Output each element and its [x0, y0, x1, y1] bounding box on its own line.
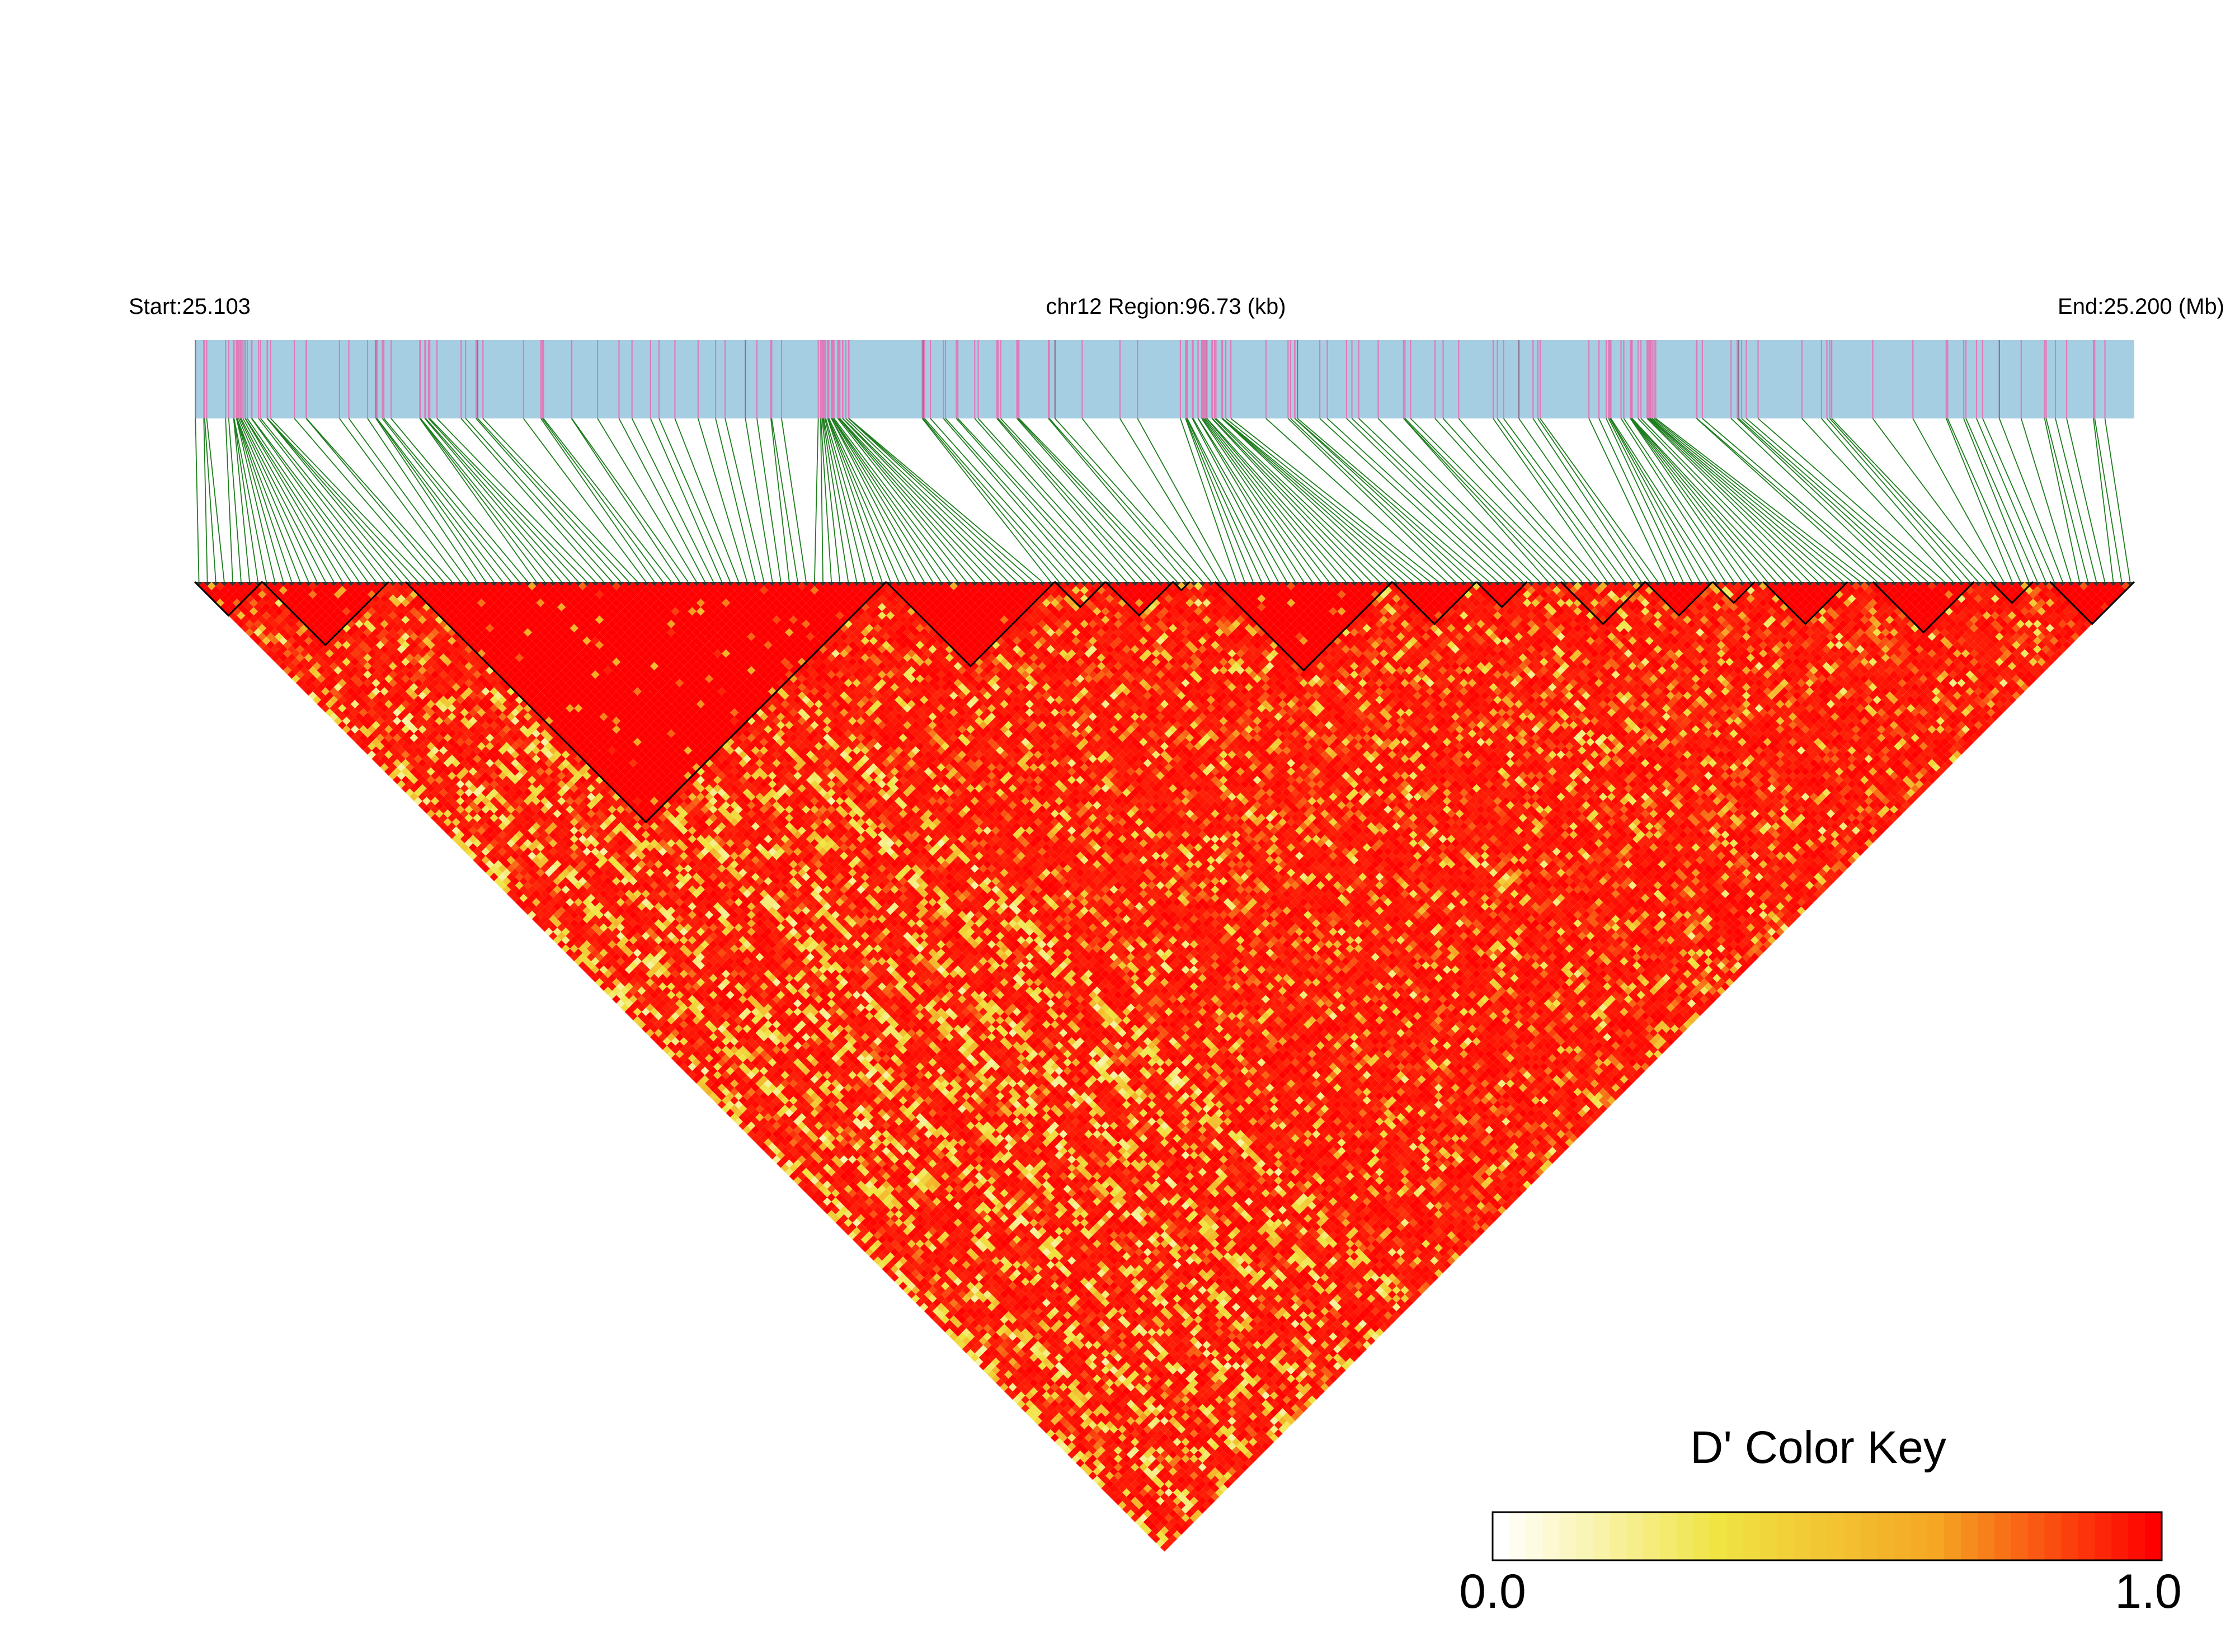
snp-connector — [1435, 418, 1582, 582]
snp-connector — [1758, 418, 1945, 582]
snp-connector — [725, 418, 764, 582]
snp-connector — [659, 418, 730, 582]
start-label: Start:25.103 — [129, 294, 251, 319]
snp-connector — [1404, 418, 1549, 582]
snp-connector — [1832, 418, 1987, 582]
snp-connector — [2021, 418, 2071, 582]
snp-connector — [1650, 418, 1834, 582]
snp-connector — [572, 418, 688, 582]
snp-connector — [1697, 418, 1878, 582]
snp-connector — [258, 418, 384, 582]
snp-connector — [1204, 418, 1329, 582]
snp-connector — [1964, 418, 2029, 582]
snp-connector-lines — [195, 418, 2130, 582]
snp-connector — [997, 418, 1135, 582]
snp-track-background — [195, 340, 2134, 418]
snp-connector — [391, 418, 528, 582]
snp-connector — [956, 418, 1101, 582]
snp-position-track — [195, 340, 2134, 418]
snp-connector — [1611, 418, 1716, 582]
snp-connector — [234, 418, 258, 582]
snp-connector — [832, 418, 933, 582]
snp-connector — [294, 418, 435, 582]
snp-connector — [524, 418, 646, 582]
snp-connector — [597, 418, 697, 582]
snp-connector — [833, 418, 941, 582]
snp-connector — [376, 418, 486, 582]
snp-connector — [1983, 418, 2054, 582]
snp-connector — [757, 418, 781, 582]
snp-connector — [1702, 418, 1894, 582]
snp-connector — [698, 418, 747, 582]
snp-connector — [430, 418, 587, 582]
snp-connector — [1649, 418, 1827, 582]
snp-connector — [225, 418, 233, 582]
snp-connector — [234, 418, 250, 582]
snp-connector — [930, 418, 1076, 582]
snp-connector — [478, 418, 629, 582]
snp-connector — [1999, 418, 2063, 582]
snp-connector — [828, 418, 898, 582]
snp-connector — [195, 418, 199, 582]
snp-connector — [1405, 418, 1565, 582]
snp-connector — [1297, 418, 1489, 582]
snp-connector — [1048, 418, 1185, 582]
snp-connector — [1493, 418, 1607, 582]
snp-connector — [2093, 418, 2113, 582]
snp-connector — [675, 418, 738, 582]
snp-connector — [1019, 418, 1177, 582]
snp-connector — [1538, 418, 1649, 582]
snp-connector — [771, 418, 789, 582]
snp-connector — [1120, 418, 1220, 582]
snp-connector — [2046, 418, 2088, 582]
snp-connector — [1641, 418, 1801, 582]
end-label: End:25.200 (Mb) — [2058, 294, 2224, 319]
snp-connector — [1632, 418, 1776, 582]
snp-connector — [1977, 418, 2046, 582]
snp-connector — [425, 418, 561, 582]
snp-connector — [267, 418, 402, 582]
snp-connector — [840, 418, 991, 582]
snp-connector — [420, 418, 536, 582]
snp-connector — [1222, 418, 1396, 582]
snp-connector — [421, 418, 553, 582]
snp-connector — [619, 418, 705, 582]
snp-connector — [1747, 418, 1936, 582]
snp-connector — [1519, 418, 1632, 582]
snp-connector — [572, 418, 680, 582]
snp-connector — [206, 418, 224, 582]
snp-connector — [651, 418, 722, 582]
snp-connector — [815, 418, 818, 582]
snp-connector — [1827, 418, 1970, 582]
snp-connector — [1266, 418, 1447, 582]
snp-connector — [465, 418, 612, 582]
snp-connector — [240, 418, 317, 582]
snp-connector — [1443, 418, 1591, 582]
snp-connector — [541, 418, 655, 582]
snp-connector — [839, 418, 983, 582]
snp-connector — [978, 418, 1127, 582]
snp-connector — [1504, 418, 1624, 582]
ld-heatmap — [195, 582, 2134, 1552]
snp-connector — [1652, 418, 1852, 582]
snp-connector — [377, 418, 494, 582]
snp-connector — [837, 418, 966, 582]
snp-connector — [849, 418, 1025, 582]
snp-connector — [1216, 418, 1387, 582]
snp-connector — [958, 418, 1109, 582]
snp-connector — [1320, 418, 1498, 582]
snp-connector — [1186, 418, 1253, 582]
region-label: chr12 Region:96.73 (kb) — [1046, 294, 1286, 319]
